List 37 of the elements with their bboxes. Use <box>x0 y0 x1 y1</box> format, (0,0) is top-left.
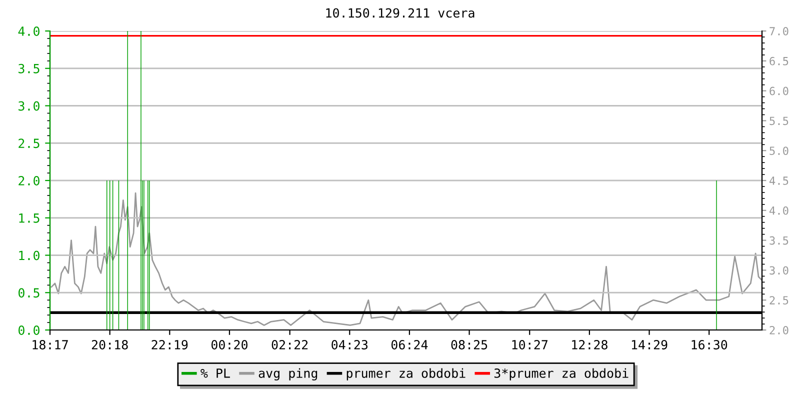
legend-label: % PL <box>200 368 230 378</box>
y2-tick-label: 7.0 <box>770 27 788 36</box>
x-tick-label: 00:20 <box>211 340 248 350</box>
x-tick-label: 04:23 <box>332 340 368 350</box>
y-tick-label: 3.0 <box>18 101 40 111</box>
y-tick-label: 2.5 <box>18 138 40 148</box>
y2-tick-label: 5.0 <box>770 146 788 156</box>
x-tick-label: 18:17 <box>32 340 68 350</box>
legend-label: 3*prumer za obdobi <box>494 368 628 380</box>
x-tick-label: 02:22 <box>272 340 308 350</box>
y2-tick-label: 2.5 <box>770 296 788 305</box>
y2-tick-label: 4.0 <box>770 206 788 215</box>
y-tick-label: 4.0 <box>18 26 40 36</box>
x-tick-label: 08:25 <box>451 340 488 350</box>
x-tick-label: 22:19 <box>152 340 188 350</box>
y2-tick-label: 6.5 <box>770 56 788 66</box>
y-tick-label: 2.0 <box>18 176 40 186</box>
y2-tick-label: 2.0 <box>770 326 788 334</box>
y-tick-label: 0.5 <box>18 288 40 298</box>
y-tick-label: 1.5 <box>19 214 40 223</box>
y2-tick-label: 6.0 <box>770 86 788 96</box>
y-tick-label: 1.0 <box>19 250 40 260</box>
x-tick-label: 10:27 <box>512 340 548 350</box>
y-tick-label: 3.5 <box>18 64 40 74</box>
y2-tick-label: 3.0 <box>770 266 788 275</box>
x-tick-label: 20:18 <box>92 340 128 350</box>
x-tick-label: 14:29 <box>632 340 668 350</box>
y2-tick-label: 5.5 <box>770 116 788 126</box>
x-tick-label: 16:30 <box>692 340 728 350</box>
x-tick-label: 06:24 <box>391 340 428 350</box>
legend-label: avg ping <box>258 368 318 380</box>
y2-tick-label: 3.5 <box>770 236 788 245</box>
y-tick-label: 0.0 <box>18 326 40 335</box>
chart-title: 10.150.129.211 vcera <box>326 8 474 18</box>
x-tick-label: 12:28 <box>572 340 608 350</box>
legend-label: prumer za obdobi <box>346 368 466 380</box>
y2-tick-label: 4.5 <box>770 176 788 185</box>
